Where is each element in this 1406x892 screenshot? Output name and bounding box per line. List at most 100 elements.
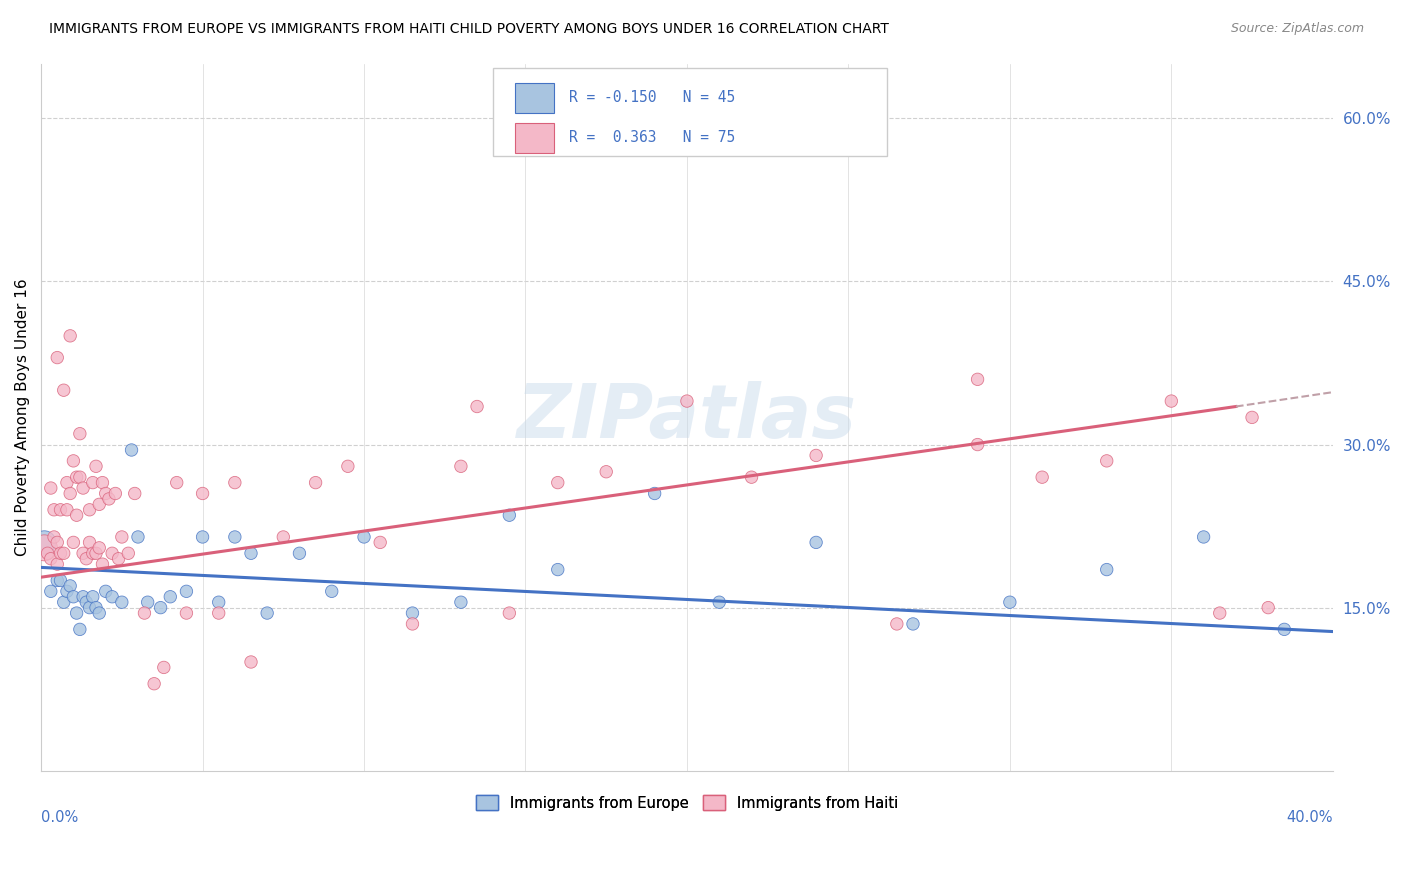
Point bbox=[91, 557, 114, 571]
Point bbox=[101, 546, 124, 560]
Point bbox=[82, 590, 104, 604]
Point bbox=[886, 616, 908, 631]
Point bbox=[998, 595, 1021, 609]
Point bbox=[1095, 454, 1118, 468]
Point bbox=[124, 486, 146, 500]
Point bbox=[166, 475, 188, 490]
Point bbox=[69, 426, 91, 441]
Point bbox=[117, 546, 139, 560]
Point bbox=[46, 574, 69, 588]
Point bbox=[62, 535, 84, 549]
Point bbox=[450, 459, 472, 474]
Point bbox=[79, 600, 101, 615]
Point bbox=[368, 535, 391, 549]
Point bbox=[39, 481, 62, 495]
Point bbox=[89, 606, 111, 620]
Point bbox=[208, 595, 231, 609]
Point bbox=[82, 475, 104, 490]
Point bbox=[111, 530, 134, 544]
Point bbox=[56, 475, 79, 490]
Point bbox=[39, 551, 62, 566]
Text: R = -0.150   N = 45: R = -0.150 N = 45 bbox=[569, 90, 735, 105]
Point bbox=[49, 503, 72, 517]
Point bbox=[676, 394, 699, 409]
Point bbox=[72, 590, 94, 604]
Point bbox=[66, 508, 89, 523]
Point bbox=[149, 600, 172, 615]
Point bbox=[401, 606, 423, 620]
Point bbox=[288, 546, 311, 560]
Point bbox=[644, 486, 666, 500]
Point bbox=[127, 530, 149, 544]
Point bbox=[97, 491, 120, 506]
Point bbox=[52, 383, 75, 397]
Text: IMMIGRANTS FROM EUROPE VS IMMIGRANTS FROM HAITI CHILD POVERTY AMONG BOYS UNDER 1: IMMIGRANTS FROM EUROPE VS IMMIGRANTS FRO… bbox=[49, 22, 889, 37]
Point bbox=[498, 606, 520, 620]
Point bbox=[1257, 600, 1279, 615]
Point bbox=[59, 486, 82, 500]
Point bbox=[94, 584, 117, 599]
Point bbox=[176, 606, 198, 620]
Point bbox=[966, 372, 988, 386]
Point bbox=[37, 546, 59, 560]
FancyBboxPatch shape bbox=[515, 83, 554, 112]
Point bbox=[59, 329, 82, 343]
Point bbox=[111, 595, 134, 609]
Point bbox=[46, 557, 69, 571]
Point bbox=[1241, 410, 1264, 425]
Point bbox=[498, 508, 520, 523]
Point bbox=[901, 616, 924, 631]
Point bbox=[94, 486, 117, 500]
Text: Source: ZipAtlas.com: Source: ZipAtlas.com bbox=[1230, 22, 1364, 36]
Point bbox=[191, 530, 214, 544]
Point bbox=[101, 590, 124, 604]
Point bbox=[46, 351, 69, 365]
Point bbox=[89, 541, 111, 555]
Point bbox=[49, 574, 72, 588]
Point bbox=[75, 551, 97, 566]
Point bbox=[66, 606, 89, 620]
Point bbox=[69, 470, 91, 484]
Point bbox=[84, 546, 107, 560]
Point bbox=[1209, 606, 1232, 620]
Point bbox=[336, 459, 359, 474]
Point bbox=[804, 449, 827, 463]
Point bbox=[136, 595, 159, 609]
Point bbox=[304, 475, 326, 490]
Point bbox=[966, 437, 988, 451]
Point bbox=[69, 623, 91, 637]
Point bbox=[52, 595, 75, 609]
Point bbox=[104, 486, 127, 500]
Point bbox=[134, 606, 156, 620]
Point bbox=[450, 595, 472, 609]
Point bbox=[224, 530, 246, 544]
FancyBboxPatch shape bbox=[494, 68, 887, 156]
Point bbox=[42, 530, 65, 544]
Point bbox=[42, 503, 65, 517]
Y-axis label: Child Poverty Among Boys Under 16: Child Poverty Among Boys Under 16 bbox=[15, 278, 30, 557]
Point bbox=[709, 595, 731, 609]
Point bbox=[224, 475, 246, 490]
Point bbox=[56, 584, 79, 599]
Point bbox=[39, 584, 62, 599]
Point bbox=[143, 677, 166, 691]
Point bbox=[79, 503, 101, 517]
Point bbox=[208, 606, 231, 620]
Point bbox=[547, 475, 569, 490]
Point bbox=[595, 465, 617, 479]
Point bbox=[191, 486, 214, 500]
Text: 0.0%: 0.0% bbox=[41, 810, 79, 824]
Text: ZIPatlas: ZIPatlas bbox=[517, 381, 856, 454]
Legend: Immigrants from Europe, Immigrants from Haiti: Immigrants from Europe, Immigrants from … bbox=[470, 789, 904, 816]
Point bbox=[59, 579, 82, 593]
Point bbox=[353, 530, 375, 544]
Point bbox=[1192, 530, 1215, 544]
Point bbox=[72, 481, 94, 495]
Point bbox=[46, 535, 69, 549]
Point bbox=[240, 546, 263, 560]
FancyBboxPatch shape bbox=[515, 123, 554, 153]
Point bbox=[153, 660, 176, 674]
Point bbox=[84, 459, 107, 474]
Point bbox=[107, 551, 129, 566]
Point bbox=[66, 470, 89, 484]
